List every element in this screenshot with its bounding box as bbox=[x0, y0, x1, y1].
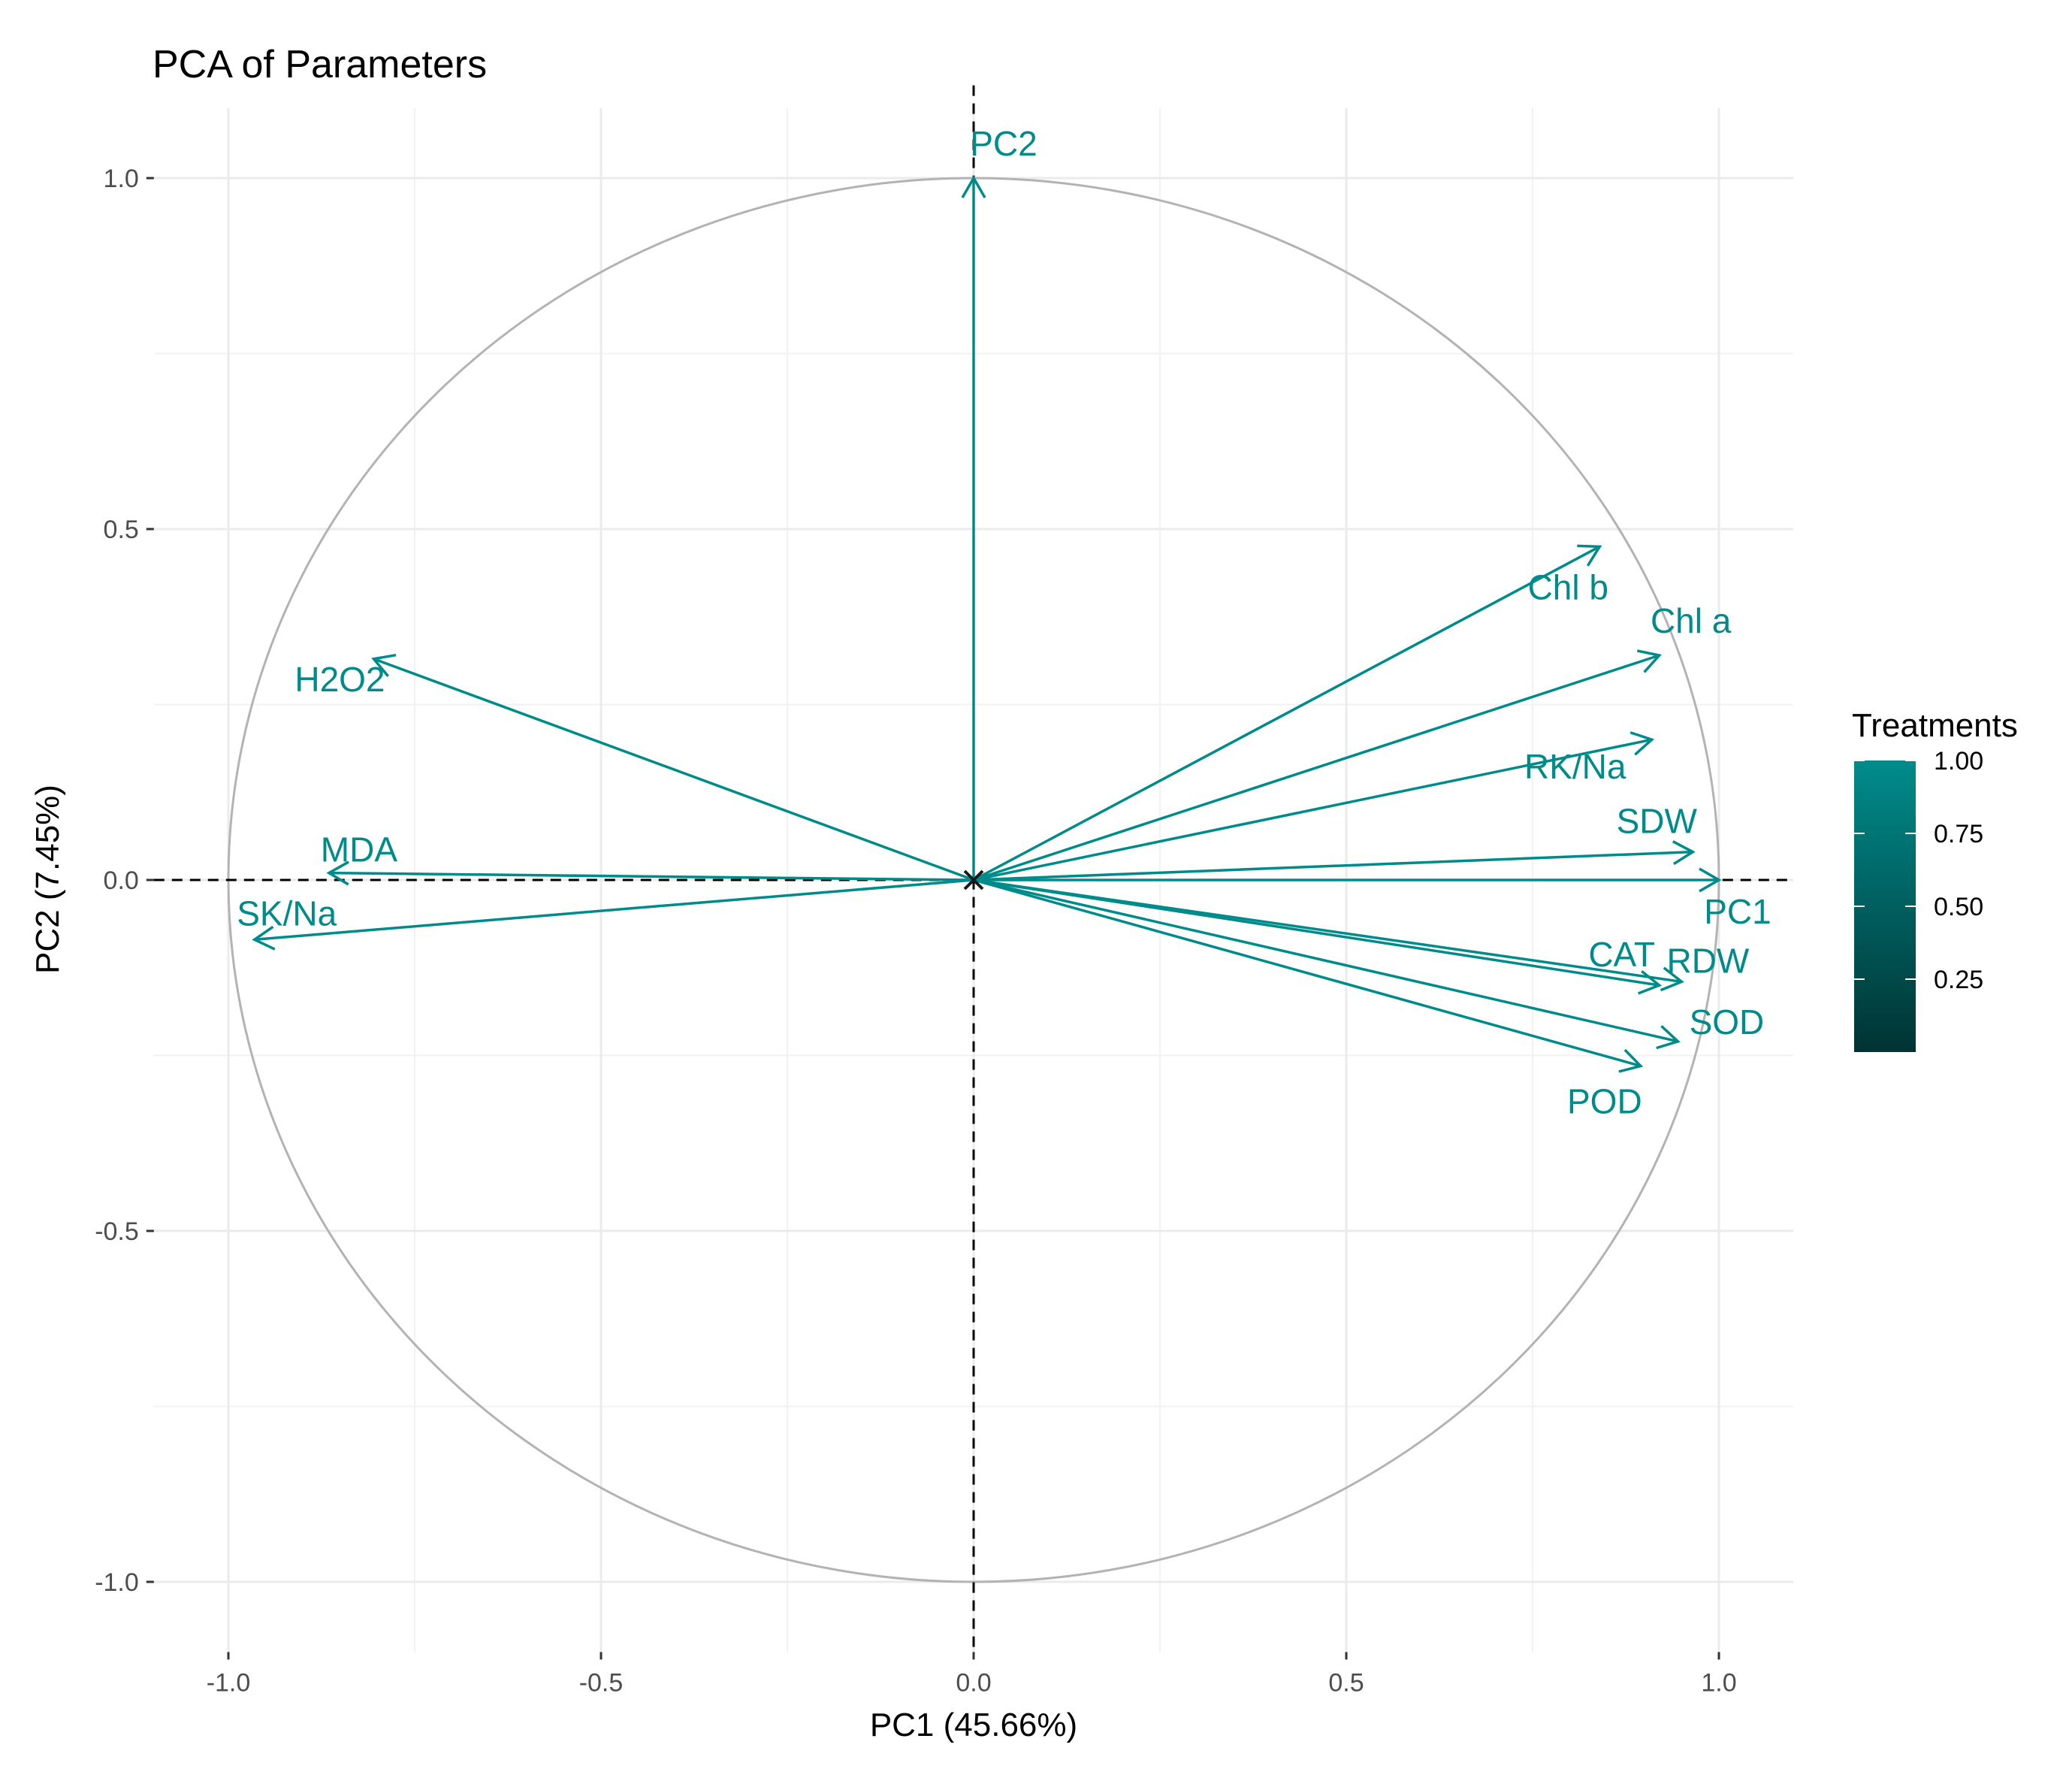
vector-arrowhead bbox=[252, 925, 276, 951]
label-chl-a: Chl a bbox=[1651, 601, 1732, 640]
legend-title: Treatments bbox=[1852, 707, 2018, 744]
vector-arrowhead bbox=[961, 175, 986, 198]
vector-pc1 bbox=[974, 867, 1722, 893]
vector-chl-a bbox=[973, 649, 1662, 881]
label-sk-na: SK/Na bbox=[237, 894, 337, 933]
vector-arrowhead bbox=[1630, 731, 1655, 756]
legend-tick-label: 0.75 bbox=[1934, 820, 1983, 848]
chart-title: PCA of Parameters bbox=[153, 43, 487, 86]
label-pod: POD bbox=[1567, 1082, 1642, 1121]
vector-sod bbox=[973, 878, 1681, 1050]
y-tick-label: -1.0 bbox=[95, 1568, 139, 1597]
vector-arrowhead bbox=[1577, 544, 1602, 567]
label-h2o2: H2O2 bbox=[294, 660, 385, 699]
vector-shaft bbox=[328, 871, 974, 881]
vector-pod bbox=[973, 878, 1644, 1073]
x-tick-label: 1.0 bbox=[1701, 1668, 1736, 1697]
label-rk-na: RK/Na bbox=[1524, 747, 1626, 786]
x-axis-title: PC1 (45.66%) bbox=[870, 1707, 1077, 1743]
x-tick-label: 0.5 bbox=[1328, 1668, 1364, 1697]
vector-shaft bbox=[973, 850, 1693, 881]
vector-arrowhead bbox=[326, 860, 349, 886]
legend: Treatments 1.00 0.75 0.50 0.25 bbox=[1852, 707, 2018, 1052]
vector-arrowhead bbox=[1636, 649, 1662, 673]
y-tick-label: 0.5 bbox=[104, 516, 139, 544]
legend-tick-label: 0.50 bbox=[1934, 893, 1983, 921]
origin-marker-layer bbox=[963, 869, 984, 890]
vector-arrowhead bbox=[1672, 840, 1696, 866]
x-tick-label: -0.5 bbox=[579, 1668, 624, 1697]
x-tick-label: -1.0 bbox=[207, 1668, 251, 1697]
vector-h2o2 bbox=[371, 653, 974, 881]
x-tick-label: 0.0 bbox=[956, 1668, 991, 1697]
vector-shaft bbox=[373, 658, 974, 881]
label-pc1: PC1 bbox=[1704, 892, 1771, 931]
variable-labels: PC2 Chl b Chl a RK/Na SDW PC1 CAT RDW SOD POD H2O2… bbox=[237, 124, 1771, 1121]
variable-vectors bbox=[252, 175, 1722, 1073]
vector-sdw bbox=[973, 840, 1696, 881]
y-tick-label: 0.0 bbox=[104, 866, 139, 895]
axes: -1.0 -0.5 0.0 0.5 1.0 -1.0 -0.5 0.0 0.5 1.0 bbox=[95, 165, 1736, 1697]
vector-mda bbox=[326, 860, 974, 886]
vector-chl-b bbox=[973, 544, 1602, 881]
legend-tick-label: 1.00 bbox=[1934, 747, 1983, 776]
vector-shaft bbox=[973, 654, 1660, 881]
vector-arrowhead bbox=[1618, 1048, 1644, 1073]
vector-rk-na bbox=[973, 731, 1655, 881]
label-chl-b: Chl b bbox=[1528, 567, 1608, 606]
vector-pc2 bbox=[961, 175, 986, 880]
vector-rdw bbox=[973, 878, 1684, 992]
legend-tick-label: 0.25 bbox=[1934, 966, 1983, 994]
legend-ticks: 1.00 0.75 0.50 0.25 bbox=[1854, 747, 1983, 994]
vector-shaft bbox=[973, 878, 1682, 984]
y-axis-title: PC2 (7.45%) bbox=[29, 785, 66, 974]
vector-shaft bbox=[973, 738, 1653, 881]
vector-arrowhead bbox=[1699, 867, 1722, 893]
label-pc2: PC2 bbox=[970, 124, 1037, 163]
vector-shaft bbox=[973, 878, 1642, 1068]
label-cat: CAT bbox=[1588, 935, 1655, 974]
vector-arrowhead bbox=[1660, 966, 1684, 992]
vector-shaft bbox=[973, 545, 1601, 881]
vector-sk-na bbox=[252, 878, 974, 951]
vector-arrowhead bbox=[371, 653, 397, 677]
origin-mark bbox=[963, 869, 984, 890]
label-rdw: RDW bbox=[1666, 941, 1749, 980]
label-sod: SOD bbox=[1690, 1002, 1765, 1042]
vector-shaft bbox=[973, 878, 1678, 1043]
label-sdw: SDW bbox=[1617, 802, 1698, 841]
label-mda: MDA bbox=[321, 830, 398, 869]
y-tick-label: 1.0 bbox=[104, 165, 139, 193]
vector-arrowhead bbox=[1656, 1025, 1681, 1050]
vector-shaft bbox=[254, 878, 974, 942]
y-tick-label: -0.5 bbox=[95, 1217, 139, 1246]
